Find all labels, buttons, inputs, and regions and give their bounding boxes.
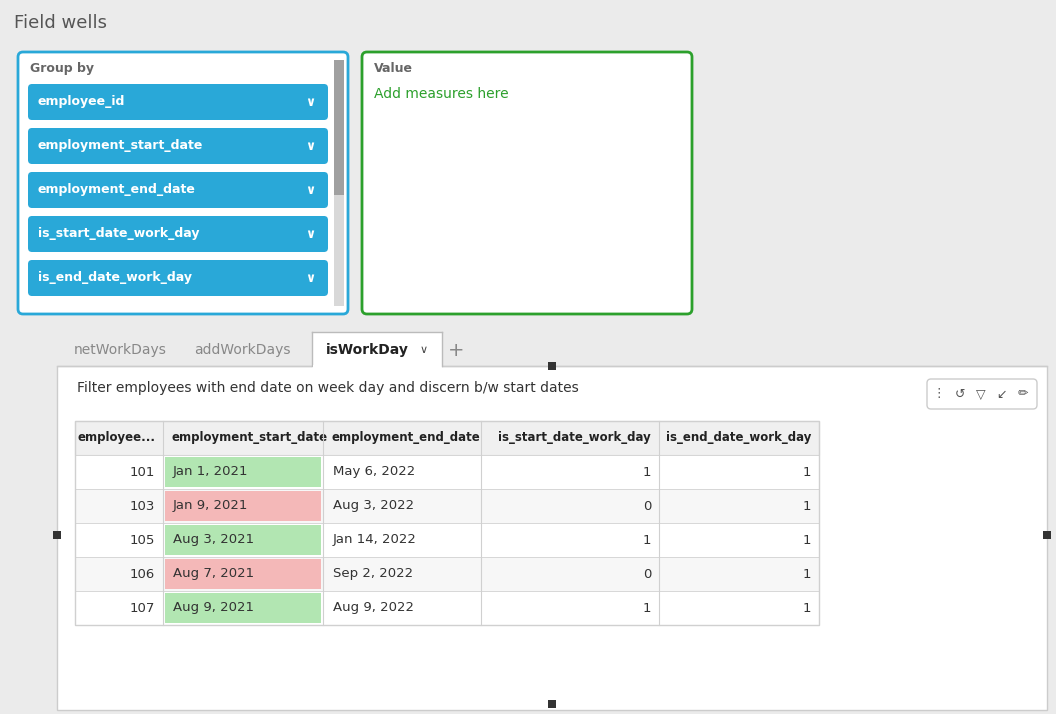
Text: 1: 1 xyxy=(642,466,650,478)
FancyBboxPatch shape xyxy=(29,128,328,164)
Text: employee...: employee... xyxy=(77,431,155,445)
Bar xyxy=(1043,531,1051,539)
Text: 106: 106 xyxy=(130,568,155,580)
Text: employment_end_date: employment_end_date xyxy=(38,183,195,196)
Text: 101: 101 xyxy=(130,466,155,478)
Bar xyxy=(75,591,819,625)
Text: Filter employees with end date on week day and discern b/w start dates: Filter employees with end date on week d… xyxy=(77,381,579,395)
Text: 105: 105 xyxy=(130,533,155,546)
Bar xyxy=(165,525,321,555)
Bar xyxy=(334,60,344,195)
Text: employee_id: employee_id xyxy=(38,96,126,109)
Text: Aug 9, 2021: Aug 9, 2021 xyxy=(173,601,254,615)
Bar xyxy=(165,491,321,521)
Bar xyxy=(57,366,1046,710)
Text: Field wells: Field wells xyxy=(14,14,107,32)
Text: 0: 0 xyxy=(643,568,650,580)
Text: ▽: ▽ xyxy=(976,388,986,401)
Text: is_end_date_work_day: is_end_date_work_day xyxy=(38,271,192,284)
Bar xyxy=(165,559,321,589)
Text: Sep 2, 2022: Sep 2, 2022 xyxy=(333,568,413,580)
Text: 1: 1 xyxy=(803,601,811,615)
FancyBboxPatch shape xyxy=(18,52,348,314)
Text: is_start_date_work_day: is_start_date_work_day xyxy=(38,228,200,241)
Text: Aug 3, 2021: Aug 3, 2021 xyxy=(173,533,254,546)
Text: 107: 107 xyxy=(130,601,155,615)
Bar xyxy=(548,700,557,708)
Text: 1: 1 xyxy=(803,568,811,580)
Text: Value: Value xyxy=(374,62,413,75)
Bar xyxy=(165,457,321,487)
Text: ∨: ∨ xyxy=(420,345,428,355)
Text: Aug 9, 2022: Aug 9, 2022 xyxy=(333,601,414,615)
FancyBboxPatch shape xyxy=(29,216,328,252)
FancyBboxPatch shape xyxy=(29,260,328,296)
Text: ✏: ✏ xyxy=(1018,388,1029,401)
Text: 1: 1 xyxy=(803,533,811,546)
Text: Jan 9, 2021: Jan 9, 2021 xyxy=(173,500,248,513)
Text: ↺: ↺ xyxy=(955,388,965,401)
Text: 1: 1 xyxy=(803,466,811,478)
Text: ∨: ∨ xyxy=(305,228,315,241)
Text: Group by: Group by xyxy=(30,62,94,75)
Text: ⋮: ⋮ xyxy=(932,388,945,401)
Text: +: + xyxy=(448,341,465,360)
Text: Aug 7, 2021: Aug 7, 2021 xyxy=(173,568,254,580)
Text: ∨: ∨ xyxy=(305,183,315,196)
Text: ↙: ↙ xyxy=(997,388,1007,401)
Text: Jan 1, 2021: Jan 1, 2021 xyxy=(173,466,248,478)
Text: is_end_date_work_day: is_end_date_work_day xyxy=(665,431,811,445)
Bar xyxy=(165,593,321,623)
Text: ∨: ∨ xyxy=(305,96,315,109)
Text: 1: 1 xyxy=(803,500,811,513)
Bar xyxy=(75,421,819,625)
Text: Add measures here: Add measures here xyxy=(374,87,509,101)
Bar xyxy=(53,531,61,539)
Text: Jan 14, 2022: Jan 14, 2022 xyxy=(333,533,417,546)
Text: addWorkDays: addWorkDays xyxy=(194,343,290,357)
Bar xyxy=(75,421,819,455)
Text: employment_end_date: employment_end_date xyxy=(331,431,479,445)
Bar xyxy=(75,557,819,591)
Text: Aug 3, 2022: Aug 3, 2022 xyxy=(333,500,414,513)
Text: 0: 0 xyxy=(643,500,650,513)
Bar xyxy=(312,332,442,370)
Bar xyxy=(75,523,819,557)
Text: ∨: ∨ xyxy=(305,139,315,153)
Text: isWorkDay: isWorkDay xyxy=(325,343,409,357)
Text: is_start_date_work_day: is_start_date_work_day xyxy=(498,431,650,445)
Text: 103: 103 xyxy=(130,500,155,513)
Text: employment_start_date: employment_start_date xyxy=(171,431,327,445)
Bar xyxy=(75,489,819,523)
Text: May 6, 2022: May 6, 2022 xyxy=(333,466,415,478)
FancyBboxPatch shape xyxy=(29,84,328,120)
Bar xyxy=(548,362,557,370)
Text: 1: 1 xyxy=(642,533,650,546)
FancyBboxPatch shape xyxy=(29,172,328,208)
Bar xyxy=(75,455,819,489)
Text: 1: 1 xyxy=(642,601,650,615)
Text: ∨: ∨ xyxy=(305,271,315,284)
Bar xyxy=(334,60,344,306)
FancyBboxPatch shape xyxy=(927,379,1037,409)
Text: employment_start_date: employment_start_date xyxy=(38,139,204,153)
Text: netWorkDays: netWorkDays xyxy=(74,343,167,357)
FancyBboxPatch shape xyxy=(362,52,692,314)
Bar xyxy=(313,365,441,368)
